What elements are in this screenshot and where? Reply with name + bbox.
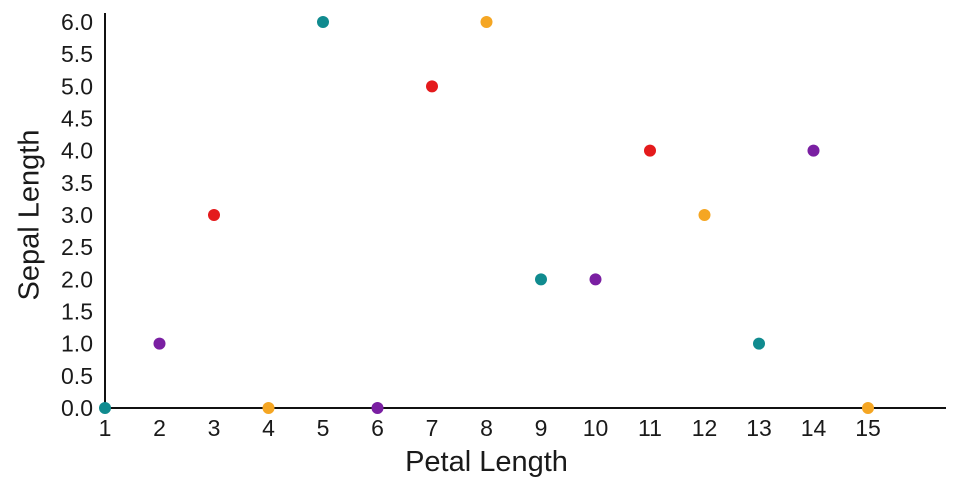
y-tick-label: 6.0 <box>61 9 93 35</box>
y-tick-label: 1.5 <box>61 299 93 325</box>
data-point <box>426 80 438 93</box>
data-point <box>208 209 220 221</box>
y-axis-title: Sepal Length <box>13 129 46 301</box>
x-tick-label: 5 <box>317 415 330 441</box>
x-tick-label: 14 <box>801 415 827 441</box>
x-tick-label: 10 <box>583 415 609 441</box>
x-tick-label: 11 <box>638 415 662 441</box>
x-tick-label: 7 <box>426 415 439 441</box>
data-point <box>480 16 493 28</box>
x-tick-label: 15 <box>855 415 881 441</box>
x-tick-label: 6 <box>371 415 384 441</box>
x-tick-label: 13 <box>746 415 772 441</box>
x-tick-label: 9 <box>535 415 548 441</box>
data-point <box>644 144 656 157</box>
y-tick-label: 5.0 <box>61 73 93 99</box>
y-tick-label: 0.0 <box>61 395 93 421</box>
data-point <box>698 209 711 221</box>
x-tick-label: 2 <box>153 415 166 441</box>
data-point <box>317 16 329 28</box>
x-tick-label: 3 <box>208 415 221 441</box>
y-tick-label: 4.0 <box>61 138 93 164</box>
x-tick-label: 8 <box>480 415 493 441</box>
x-tick-label: 1 <box>99 415 112 441</box>
y-tick-label: 0.5 <box>61 363 93 389</box>
y-tick-label: 3.5 <box>61 170 93 196</box>
data-point <box>589 273 602 286</box>
data-point <box>371 402 384 414</box>
data-point <box>153 337 166 350</box>
data-point <box>262 402 275 414</box>
data-point <box>753 337 765 350</box>
y-tick-label: 3.0 <box>61 202 93 228</box>
y-tick-label: 2.0 <box>61 266 93 292</box>
y-tick-label: 1.0 <box>61 331 93 357</box>
x-axis-title: Petal Length <box>405 446 568 478</box>
data-point <box>535 273 547 286</box>
data-point <box>807 144 820 157</box>
y-tick-label: 4.5 <box>61 106 93 132</box>
y-tick-label: 5.5 <box>61 41 93 67</box>
x-tick-label: 4 <box>262 415 275 441</box>
x-tick-label: 12 <box>692 415 718 441</box>
y-tick-label: 2.5 <box>61 234 93 260</box>
data-point <box>99 402 111 414</box>
data-point <box>862 402 874 414</box>
